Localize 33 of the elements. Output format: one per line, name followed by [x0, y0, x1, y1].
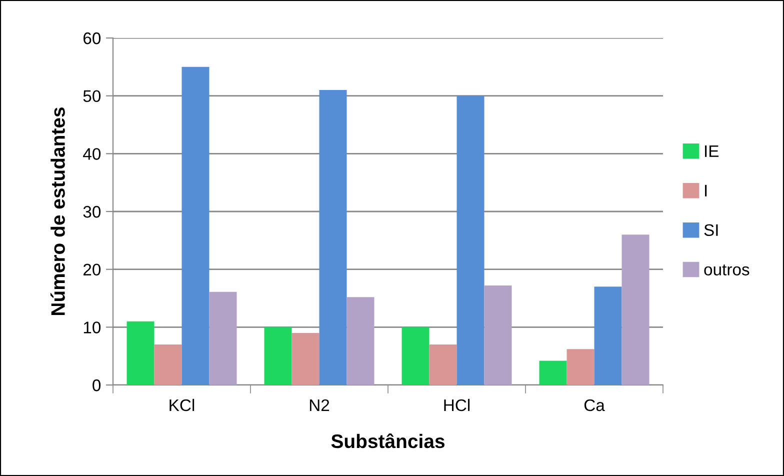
bar — [319, 90, 347, 385]
y-tick-label: 20 — [83, 264, 101, 276]
y-tick-label: 50 — [83, 90, 101, 102]
bar — [154, 344, 182, 385]
legend-label: I — [705, 184, 707, 196]
y-tick-label: 10 — [84, 322, 101, 334]
x-tick-label: HCl — [444, 398, 470, 412]
bar — [346, 297, 374, 385]
bar — [594, 286, 622, 385]
bar — [429, 344, 457, 385]
bar — [566, 349, 594, 385]
y-tick-label: 40 — [83, 148, 101, 160]
legend-label: IE — [705, 145, 719, 157]
y-tick-label: 0 — [92, 379, 101, 392]
y-tick-label: 30 — [83, 206, 101, 218]
x-tick-label: N2 — [310, 399, 330, 411]
bar — [456, 96, 484, 385]
bar — [484, 286, 512, 385]
bar — [622, 234, 650, 385]
legend-label: SI — [704, 224, 718, 236]
bar — [402, 327, 430, 385]
bar — [182, 66, 210, 385]
x-tick-label: KCl — [170, 398, 194, 412]
x-tick-label: Ca — [584, 399, 605, 412]
bar — [209, 292, 237, 385]
bar — [292, 332, 320, 385]
bar — [539, 360, 567, 385]
bar — [264, 327, 292, 385]
bar — [126, 321, 154, 385]
y-tick-label: 60 — [84, 32, 101, 44]
y-axis-title: Número de estudantes — [50, 107, 65, 315]
x-axis-title: Substâncias — [331, 433, 444, 448]
legend-label: outros — [704, 264, 750, 276]
